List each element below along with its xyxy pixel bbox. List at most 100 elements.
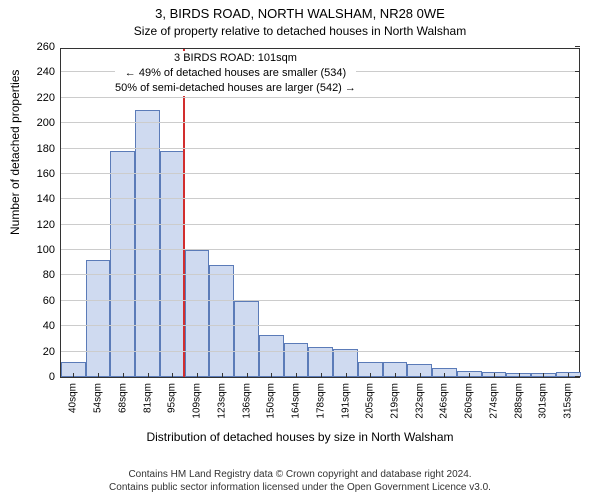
xtick-label: 205sqm (365, 383, 376, 419)
xtick-mark (395, 373, 396, 378)
ytick-mark (575, 97, 580, 98)
gridline (61, 122, 579, 123)
xtick-mark (444, 373, 445, 378)
ytick-mark (575, 224, 580, 225)
annotation-line-3: 50% of semi-detached houses are larger (… (115, 81, 356, 96)
xtick-label: 232sqm (414, 383, 425, 419)
xtick-label: 260sqm (464, 383, 475, 419)
xtick-label: 219sqm (389, 383, 400, 419)
ytick-mark (575, 46, 580, 47)
page-title: 3, BIRDS ROAD, NORTH WALSHAM, NR28 0WE (0, 6, 600, 21)
xtick-label: 136sqm (241, 383, 252, 419)
ytick-mark (575, 173, 580, 174)
ytick-mark (575, 198, 580, 199)
gridline (61, 97, 579, 98)
chart-plot-area: 02040608010012014016018020022024026040sq… (60, 48, 580, 378)
x-axis-caption: Distribution of detached houses by size … (0, 430, 600, 444)
xtick-label: 191sqm (340, 383, 351, 419)
page-subtitle: Size of property relative to detached ho… (0, 24, 600, 38)
xtick-mark (247, 373, 248, 378)
ytick-label: 100 (37, 244, 55, 256)
xtick-mark (519, 373, 520, 378)
annotation-line-1: 3 BIRDS ROAD: 101sqm (115, 51, 356, 66)
ytick-label: 200 (37, 117, 55, 129)
y-axis-label: Number of detached properties (8, 205, 22, 235)
xtick-mark (148, 373, 149, 378)
gridline (61, 300, 579, 301)
histogram-bar (86, 260, 111, 377)
gridline (61, 274, 579, 275)
ytick-mark (575, 300, 580, 301)
xtick-mark (98, 373, 99, 378)
ytick-label: 180 (37, 143, 55, 155)
xtick-mark (543, 373, 544, 378)
histogram-bar (259, 335, 284, 377)
annotation-line-2: ← 49% of detached houses are smaller (53… (115, 66, 356, 81)
xtick-label: 68sqm (117, 383, 128, 413)
gridline (61, 325, 579, 326)
gridline (61, 148, 579, 149)
ytick-label: 40 (43, 320, 55, 332)
ytick-label: 120 (37, 219, 55, 231)
histogram-bar (160, 151, 185, 377)
footer-line-1: Contains HM Land Registry data © Crown c… (0, 468, 600, 481)
histogram-bar (284, 343, 309, 377)
histogram-bar (234, 301, 259, 377)
gridline (61, 351, 579, 352)
ytick-mark (575, 351, 580, 352)
ytick-mark (575, 274, 580, 275)
xtick-mark (296, 373, 297, 378)
gridline (61, 224, 579, 225)
xtick-label: 246sqm (439, 383, 450, 419)
histogram-bar (135, 110, 160, 377)
xtick-mark (370, 373, 371, 378)
xtick-label: 315sqm (563, 383, 574, 419)
xtick-label: 288sqm (513, 383, 524, 419)
xtick-label: 301sqm (538, 383, 549, 419)
xtick-mark (172, 373, 173, 378)
ytick-label: 220 (37, 92, 55, 104)
xtick-label: 40sqm (68, 383, 79, 413)
xtick-label: 150sqm (266, 383, 277, 419)
xtick-label: 123sqm (216, 383, 227, 419)
xtick-mark (494, 373, 495, 378)
annotation-box: 3 BIRDS ROAD: 101sqm ← 49% of detached h… (115, 51, 356, 96)
xtick-mark (568, 373, 569, 378)
xtick-mark (197, 373, 198, 378)
histogram-bars (61, 49, 579, 377)
ytick-mark (575, 71, 580, 72)
xtick-mark (123, 373, 124, 378)
ytick-mark (575, 122, 580, 123)
ytick-label: 260 (37, 41, 55, 53)
ytick-mark (575, 325, 580, 326)
xtick-label: 274sqm (488, 383, 499, 419)
histogram-bar (185, 250, 210, 377)
xtick-mark (321, 373, 322, 378)
xtick-mark (420, 373, 421, 378)
xtick-mark (271, 373, 272, 378)
ytick-label: 140 (37, 193, 55, 205)
ytick-mark (575, 376, 580, 377)
xtick-label: 178sqm (315, 383, 326, 419)
ytick-mark (575, 249, 580, 250)
ytick-mark (575, 148, 580, 149)
xtick-label: 109sqm (192, 383, 203, 419)
xtick-mark (346, 373, 347, 378)
footer-attribution: Contains HM Land Registry data © Crown c… (0, 468, 600, 494)
property-marker-line (183, 49, 185, 377)
xtick-label: 81sqm (142, 383, 153, 413)
gridline (61, 173, 579, 174)
ytick-label: 240 (37, 66, 55, 78)
gridline (61, 198, 579, 199)
ytick-label: 20 (43, 346, 55, 358)
ytick-label: 160 (37, 168, 55, 180)
ytick-label: 0 (49, 371, 55, 383)
gridline (61, 249, 579, 250)
ytick-label: 80 (43, 269, 55, 281)
xtick-mark (222, 373, 223, 378)
ytick-label: 60 (43, 295, 55, 307)
xtick-mark (469, 373, 470, 378)
histogram-bar (110, 151, 135, 377)
xtick-mark (73, 373, 74, 378)
xtick-label: 95sqm (167, 383, 178, 413)
